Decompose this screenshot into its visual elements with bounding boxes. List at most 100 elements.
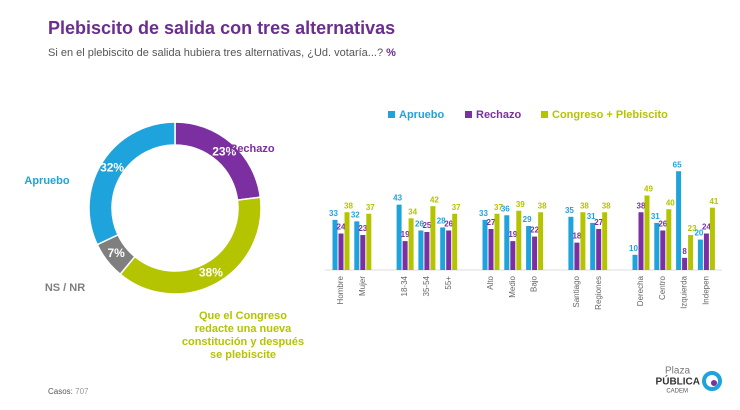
bar (644, 195, 650, 270)
slice-category-label: Rechazo (229, 143, 275, 155)
bar (526, 225, 532, 270)
bar (688, 235, 694, 270)
bar-value-label: 27 (594, 218, 603, 227)
bar-value-label: 38 (344, 201, 353, 210)
footer: Casos: 707 (48, 387, 89, 396)
slice-category-label: Que el Congreso redacte una nueva consti… (181, 310, 305, 361)
bar (654, 222, 660, 270)
bar (360, 235, 366, 270)
legend-swatch (541, 111, 548, 118)
subtitle: Si en el plebiscito de salida hubiera tr… (48, 47, 396, 59)
bar (697, 239, 703, 270)
logo-line2: PÚBLICA (656, 375, 700, 388)
bar (580, 212, 586, 270)
bar-value-label: 37 (452, 203, 461, 212)
bar-value-label: 41 (709, 197, 718, 206)
slice-value-label: 32% (100, 160, 124, 174)
bar (430, 206, 436, 270)
bar-value-label: 35 (565, 206, 574, 215)
bar (709, 207, 715, 270)
bar-value-label: 19 (401, 230, 410, 239)
bar-value-label: 33 (479, 209, 488, 218)
bar-value-label: 38 (637, 201, 646, 210)
bar (424, 232, 430, 270)
bar-value-label: 26 (444, 220, 453, 229)
bar-value-label: 28 (437, 217, 446, 226)
bar-value-label: 23 (358, 224, 367, 233)
x-tick-label: Indepen (702, 276, 711, 305)
bar (516, 210, 522, 270)
x-tick-label: Centro (658, 275, 667, 300)
bar (332, 219, 338, 270)
bar-value-label: 39 (516, 200, 525, 209)
bar (676, 171, 682, 270)
bar (488, 228, 494, 270)
bar-value-label: 42 (430, 195, 439, 204)
x-tick-label: Hombre (336, 275, 345, 304)
bar (344, 212, 350, 270)
bar (494, 213, 500, 270)
bar (638, 212, 644, 270)
bar-value-label: 29 (523, 215, 532, 224)
slice-value-label: 23% (212, 144, 236, 158)
slice-value-label: 7% (107, 246, 125, 260)
bar-value-label: 24 (337, 223, 346, 232)
bar (418, 230, 424, 270)
bar-value-label: 34 (408, 207, 417, 216)
bar-value-label: 32 (351, 210, 360, 219)
bar (402, 241, 408, 270)
logo-icon-dot (711, 380, 717, 386)
bar-value-label: 65 (673, 160, 682, 169)
subtitle-unit: % (386, 47, 396, 59)
slice-category-label: NS / NR (44, 282, 86, 294)
bar (408, 218, 414, 270)
bar (504, 215, 510, 270)
bar-value-label: 49 (644, 185, 653, 194)
bar-value-label: 31 (587, 212, 596, 221)
bar (446, 230, 452, 270)
bar (482, 219, 488, 270)
x-tick-label: Santiago (572, 275, 581, 307)
bar-value-label: 31 (651, 212, 660, 221)
bar (682, 257, 688, 270)
bar-value-label: 20 (694, 229, 703, 238)
bar-value-label: 24 (702, 223, 711, 232)
legend-label: Congreso + Plebiscito (552, 109, 668, 121)
bar (590, 222, 596, 270)
donut-slice (174, 121, 262, 201)
x-tick-label: Regiones (594, 276, 603, 310)
bar-value-label: 22 (530, 226, 539, 235)
bar-value-label: 40 (666, 198, 675, 207)
bar (568, 216, 574, 270)
bar-value-label: 38 (580, 201, 589, 210)
bar-value-label: 8 (682, 247, 687, 256)
bar (354, 221, 360, 270)
bar-value-label: 33 (329, 209, 338, 218)
bar (538, 212, 544, 270)
bar-value-label: 38 (538, 201, 547, 210)
subtitle-text: Si en el plebiscito de salida hubiera tr… (48, 47, 383, 59)
bar (703, 233, 709, 270)
legend-swatch (465, 111, 472, 118)
bar (366, 213, 372, 270)
cases: 707 (75, 387, 89, 396)
bar (440, 227, 446, 270)
legend-label: Apruebo (399, 109, 445, 121)
bar-value-label: 25 (422, 221, 431, 230)
legend-swatch (388, 111, 395, 118)
cases-label: Casos: (48, 387, 73, 396)
bar (602, 212, 608, 270)
x-tick-label: Medio (508, 275, 517, 297)
x-tick-label: Izquierda (680, 275, 689, 308)
bar-value-label: 36 (501, 204, 510, 213)
donut-slice (88, 121, 176, 246)
bar-value-label: 37 (366, 203, 375, 212)
bar-value-label: 43 (393, 194, 402, 203)
bar-value-label: 37 (494, 203, 503, 212)
x-tick-label: 35-54 (422, 275, 431, 296)
bar-value-label: 19 (508, 230, 517, 239)
bar (452, 213, 458, 270)
bar (666, 209, 672, 270)
